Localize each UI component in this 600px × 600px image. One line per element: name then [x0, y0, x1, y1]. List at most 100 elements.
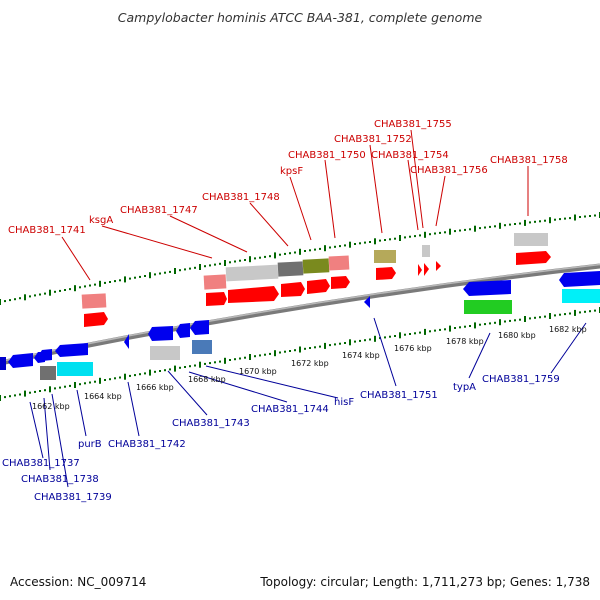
gene-feature[interactable] [81, 293, 107, 309]
minor-tick [114, 377, 116, 380]
gene-label[interactable]: CHAB381_1742 [108, 439, 186, 450]
gene-feature[interactable] [514, 233, 548, 246]
gene-feature[interactable] [364, 296, 370, 308]
gene-feature[interactable] [559, 271, 600, 287]
minor-tick [329, 246, 331, 249]
minor-tick [79, 383, 81, 386]
gene-feature[interactable] [55, 343, 88, 357]
minor-tick [44, 292, 46, 295]
gene-label[interactable]: CHAB381_1737 [2, 458, 80, 469]
gene-label[interactable]: CHAB381_1752 [334, 134, 412, 145]
minor-tick [589, 310, 591, 313]
minor-tick [254, 355, 256, 358]
scale-tick-label: 1664 kbp [84, 392, 122, 401]
gene-label[interactable]: CHAB381_1743 [172, 418, 250, 429]
gene-feature[interactable] [176, 323, 190, 338]
gene-label[interactable]: CHAB381_1751 [360, 390, 438, 401]
gene-label[interactable]: kpsF [280, 166, 303, 177]
minor-tick [369, 241, 371, 243]
gene-label[interactable]: purB [78, 439, 102, 450]
gene-feature[interactable] [281, 282, 305, 297]
gene-feature[interactable] [38, 349, 52, 361]
gene-label[interactable]: CHAB381_1747 [120, 205, 198, 216]
accession-text: Accession: NC_009714 [10, 575, 147, 589]
gene-label[interactable]: CHAB381_1739 [34, 492, 112, 503]
gene-label[interactable]: ksgA [89, 215, 113, 226]
minor-tick [34, 294, 36, 297]
gene-feature[interactable] [192, 340, 212, 354]
gene-label[interactable]: CHAB381_1756 [410, 165, 488, 176]
minor-tick [289, 252, 291, 255]
major-tick [524, 219, 526, 226]
gene-feature[interactable] [424, 263, 429, 276]
gene-label[interactable]: CHAB381_1758 [490, 155, 568, 166]
gene-feature[interactable] [203, 274, 227, 290]
gene-feature[interactable] [422, 245, 430, 257]
minor-tick [179, 269, 181, 272]
gene-feature[interactable] [376, 267, 396, 280]
minor-tick [64, 289, 66, 291]
gene-label[interactable]: CHAB381_1744 [251, 404, 329, 415]
gene-label[interactable]: CHAB381_1755 [374, 119, 452, 130]
gene-feature[interactable] [57, 362, 93, 376]
gene-feature[interactable] [328, 255, 350, 271]
minor-tick [494, 321, 496, 324]
gene-feature[interactable] [562, 289, 600, 303]
gene-feature[interactable] [302, 258, 330, 274]
gene-label[interactable]: CHAB381_1738 [21, 474, 99, 485]
major-tick [324, 342, 326, 349]
gene-label[interactable]: CHAB381_1754 [371, 150, 449, 161]
minor-tick [514, 319, 516, 322]
gene-feature[interactable] [0, 357, 6, 370]
gene-feature[interactable] [331, 276, 350, 289]
gene-feature[interactable] [40, 366, 56, 380]
major-tick [174, 268, 176, 274]
reverse-gene-labels: CHAB381_1737 CHAB381_1738 CHAB381_1739 p… [2, 374, 560, 503]
gene-feature[interactable] [150, 346, 180, 360]
gene-feature[interactable] [206, 292, 227, 306]
gene-feature[interactable] [124, 334, 129, 349]
major-tick [249, 256, 251, 263]
minor-tick [94, 380, 96, 383]
gene-feature[interactable] [374, 250, 396, 263]
gene-feature[interactable] [307, 279, 330, 294]
major-tick [574, 214, 576, 221]
minor-tick [279, 351, 281, 354]
gene-feature[interactable] [228, 286, 279, 303]
minor-tick [104, 379, 106, 381]
gene-feature[interactable] [418, 264, 422, 276]
minor-tick [259, 354, 261, 357]
gene-feature[interactable] [84, 312, 108, 327]
gene-feature[interactable] [277, 261, 304, 277]
minor-tick [284, 350, 286, 353]
gene-label[interactable]: CHAB381_1748 [202, 192, 280, 203]
major-tick [549, 313, 551, 319]
minor-tick [229, 359, 231, 361]
gene-label[interactable]: CHAB381_1750 [288, 150, 366, 161]
minor-tick [344, 244, 346, 247]
gene-feature[interactable] [436, 261, 441, 271]
gene-feature[interactable] [148, 326, 173, 341]
scale-tick-label: 1666 kbp [136, 383, 174, 392]
minor-tick [589, 215, 591, 217]
minor-tick [584, 215, 586, 218]
gene-label[interactable]: hisF [334, 397, 354, 408]
gene-feature[interactable] [464, 300, 512, 314]
gene-label[interactable]: CHAB381_1741 [8, 225, 86, 236]
gene-label[interactable]: typA [453, 382, 476, 393]
minor-tick [284, 252, 286, 255]
gene-feature[interactable] [463, 280, 511, 296]
gene-feature[interactable] [516, 251, 551, 265]
gene-feature[interactable] [190, 320, 209, 335]
minor-tick [184, 366, 186, 368]
gene-label[interactable]: CHAB381_1759 [482, 374, 560, 385]
gene-feature[interactable] [225, 264, 279, 282]
minor-tick [129, 277, 131, 280]
major-tick [349, 241, 351, 248]
gene-feature[interactable] [8, 353, 33, 368]
forward-genes [81, 233, 551, 327]
minor-tick [244, 356, 246, 359]
minor-tick [504, 320, 506, 323]
major-tick [374, 335, 376, 342]
minor-tick [439, 231, 441, 234]
